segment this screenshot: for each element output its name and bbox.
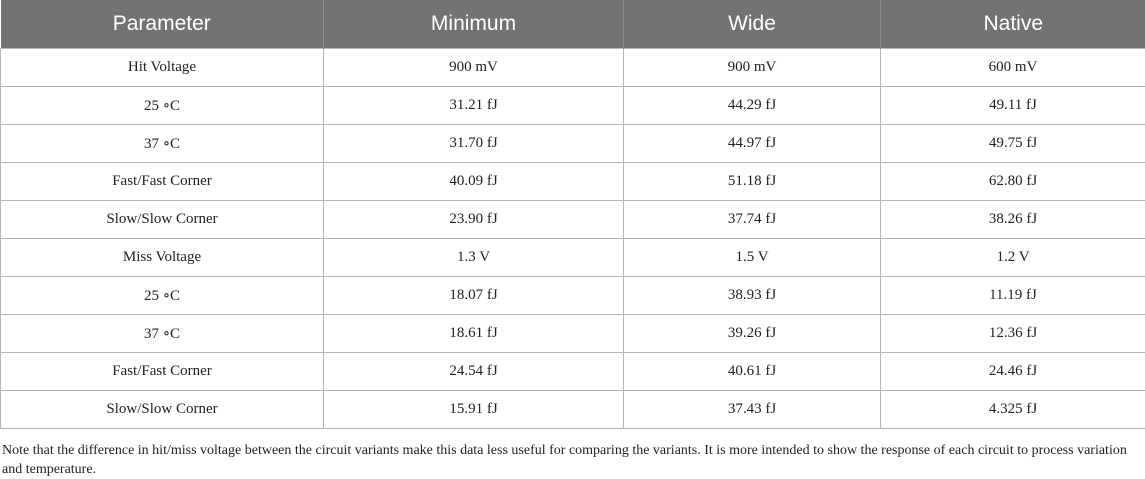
cell-native: 12.36 fJ (881, 315, 1145, 353)
cell-native: 62.80 fJ (881, 163, 1145, 201)
cell-parameter: Fast/Fast Corner (1, 163, 324, 201)
table-footnote: Note that the difference in hit/miss vol… (2, 441, 1137, 479)
cell-minimum: 24.54 fJ (324, 353, 624, 391)
cell-parameter: Hit Voltage (1, 49, 324, 87)
table-body: Hit Voltage 900 mV 900 mV 600 mV 25 ∘C 3… (1, 49, 1145, 429)
cell-parameter: Fast/Fast Corner (1, 353, 324, 391)
cell-wide: 38.93 fJ (624, 277, 881, 315)
cell-parameter: 37 ∘C (1, 125, 324, 163)
table-row: 37 ∘C 18.61 fJ 39.26 fJ 12.36 fJ (1, 315, 1145, 353)
cell-wide: 44.97 fJ (624, 125, 881, 163)
table-row: Miss Voltage 1.3 V 1.5 V 1.2 V (1, 239, 1145, 277)
cell-minimum: 40.09 fJ (324, 163, 624, 201)
header-native: Native (881, 0, 1145, 49)
table-row: Slow/Slow Corner 23.90 fJ 37.74 fJ 38.26… (1, 201, 1145, 239)
table-row: Slow/Slow Corner 15.91 fJ 37.43 fJ 4.325… (1, 391, 1145, 429)
table-row: 37 ∘C 31.70 fJ 44.97 fJ 49.75 fJ (1, 125, 1145, 163)
cell-wide: 44.29 fJ (624, 87, 881, 125)
table-row: 25 ∘C 31.21 fJ 44.29 fJ 49.11 fJ (1, 87, 1145, 125)
cell-wide: 39.26 fJ (624, 315, 881, 353)
cell-parameter: Miss Voltage (1, 239, 324, 277)
header-wide: Wide (624, 0, 881, 49)
header-parameter: Parameter (1, 0, 324, 49)
cell-parameter: Slow/Slow Corner (1, 391, 324, 429)
header-row: Parameter Minimum Wide Native (1, 0, 1145, 49)
table-row: Fast/Fast Corner 24.54 fJ 40.61 fJ 24.46… (1, 353, 1145, 391)
cell-wide: 37.43 fJ (624, 391, 881, 429)
data-table: Parameter Minimum Wide Native Hit Voltag… (0, 0, 1145, 429)
table-row: Hit Voltage 900 mV 900 mV 600 mV (1, 49, 1145, 87)
cell-wide: 37.74 fJ (624, 201, 881, 239)
cell-parameter: Slow/Slow Corner (1, 201, 324, 239)
cell-native: 24.46 fJ (881, 353, 1145, 391)
cell-minimum: 31.70 fJ (324, 125, 624, 163)
table-row: Fast/Fast Corner 40.09 fJ 51.18 fJ 62.80… (1, 163, 1145, 201)
cell-minimum: 18.07 fJ (324, 277, 624, 315)
cell-native: 11.19 fJ (881, 277, 1145, 315)
cell-wide: 51.18 fJ (624, 163, 881, 201)
cell-minimum: 1.3 V (324, 239, 624, 277)
cell-parameter: 37 ∘C (1, 315, 324, 353)
cell-minimum: 18.61 fJ (324, 315, 624, 353)
cell-native: 49.11 fJ (881, 87, 1145, 125)
data-table-container: Parameter Minimum Wide Native Hit Voltag… (0, 0, 1145, 429)
cell-minimum: 15.91 fJ (324, 391, 624, 429)
cell-minimum: 31.21 fJ (324, 87, 624, 125)
cell-parameter: 25 ∘C (1, 87, 324, 125)
cell-native: 1.2 V (881, 239, 1145, 277)
cell-minimum: 23.90 fJ (324, 201, 624, 239)
cell-parameter: 25 ∘C (1, 277, 324, 315)
cell-native: 49.75 fJ (881, 125, 1145, 163)
cell-native: 4.325 fJ (881, 391, 1145, 429)
table-row: 25 ∘C 18.07 fJ 38.93 fJ 11.19 fJ (1, 277, 1145, 315)
cell-minimum: 900 mV (324, 49, 624, 87)
cell-wide: 1.5 V (624, 239, 881, 277)
cell-native: 600 mV (881, 49, 1145, 87)
cell-wide: 900 mV (624, 49, 881, 87)
header-minimum: Minimum (324, 0, 624, 49)
cell-native: 38.26 fJ (881, 201, 1145, 239)
cell-wide: 40.61 fJ (624, 353, 881, 391)
table-header: Parameter Minimum Wide Native (1, 0, 1145, 49)
